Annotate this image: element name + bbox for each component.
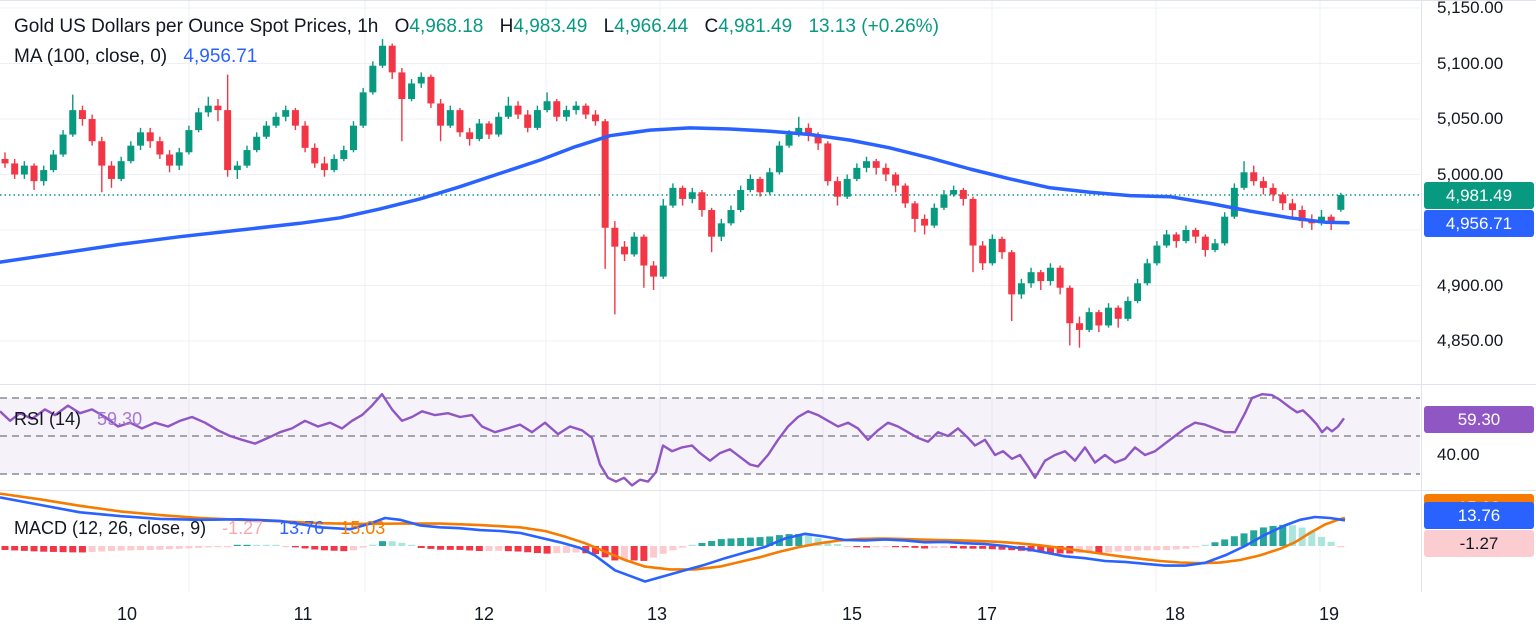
time-label: 15 bbox=[841, 604, 863, 624]
macd-hist-value: -1.27 bbox=[222, 518, 264, 538]
price-tick-label: 5,100.00 bbox=[1437, 53, 1504, 73]
macd-hist-badge: -1.27 bbox=[1424, 530, 1534, 557]
time-label: 19 bbox=[1318, 604, 1340, 624]
macd-label: MACD (12, 26, close, 9) bbox=[14, 518, 207, 538]
macd-value-badge: 13.76 bbox=[1424, 502, 1534, 529]
rsi-tick-label: 40.00 bbox=[1437, 445, 1480, 464]
ohlc-open: O4,968.18 bbox=[394, 16, 484, 37]
price-change: 13.13 (+0.26%) bbox=[808, 16, 939, 37]
time-label: 12 bbox=[473, 604, 495, 624]
price-tick-label: 4,900.00 bbox=[1437, 275, 1504, 295]
time-label: 10 bbox=[116, 604, 138, 624]
macd-legend-row[interactable]: MACD (12, 26, close, 9) -1.27 13.76 15.0… bbox=[14, 516, 385, 540]
time-label: 18 bbox=[1164, 604, 1186, 624]
rsi-legend-row[interactable]: RSI (14) 59.30 bbox=[14, 407, 142, 431]
price-tick-label: 4,850.00 bbox=[1437, 331, 1504, 350]
rsi-pane bbox=[0, 397, 1420, 475]
time-axis[interactable]: 10 11 12 13 15 17 18 19 bbox=[0, 592, 1536, 641]
ohlc-high: H4,983.49 bbox=[499, 16, 588, 37]
ma-label: MA (100, close, 0) bbox=[14, 46, 168, 67]
rsi-value: 59.30 bbox=[97, 409, 143, 429]
grid bbox=[0, 0, 1420, 592]
macd-line-value: 13.76 bbox=[279, 518, 325, 538]
time-label: 13 bbox=[646, 604, 668, 624]
rsi-line bbox=[0, 393, 1345, 487]
symbol-title: Gold US Dollars per Ounce Spot Prices, 1… bbox=[14, 16, 379, 37]
price-tick-label: 5,150.00 bbox=[1437, 0, 1504, 17]
ma100-line bbox=[0, 126, 1350, 264]
price-tick-label: 5,050.00 bbox=[1437, 109, 1504, 128]
last-price-badge: 4,981.49 bbox=[1424, 182, 1534, 209]
macd-signal-value: 15.03 bbox=[340, 518, 386, 538]
pane-separators bbox=[0, 0, 1536, 593]
rsi-label: RSI (14) bbox=[14, 409, 82, 429]
ma-value-badge: 4,956.71 bbox=[1424, 210, 1534, 237]
symbol-legend-row[interactable]: Gold US Dollars per Ounce Spot Prices, 1… bbox=[14, 15, 939, 39]
ohlc-close: C4,981.49 bbox=[704, 16, 793, 37]
price-axis[interactable]: 5,150.00 5,100.00 5,050.00 5,000.00 4,900.00… bbox=[1422, 0, 1536, 592]
price-tick-label: 5,000.00 bbox=[1437, 164, 1504, 184]
time-label: 11 bbox=[293, 604, 313, 624]
rsi-value-badge: 59.30 bbox=[1424, 406, 1534, 433]
ma-value: 4,956.71 bbox=[183, 46, 258, 67]
macd-line bbox=[0, 496, 1346, 583]
candles bbox=[1, 39, 1345, 348]
ma-legend-row[interactable]: MA (100, close, 0) 4,956.71 bbox=[14, 45, 257, 69]
time-label: 17 bbox=[976, 604, 998, 624]
ohlc-low: L4,966.44 bbox=[603, 16, 689, 37]
